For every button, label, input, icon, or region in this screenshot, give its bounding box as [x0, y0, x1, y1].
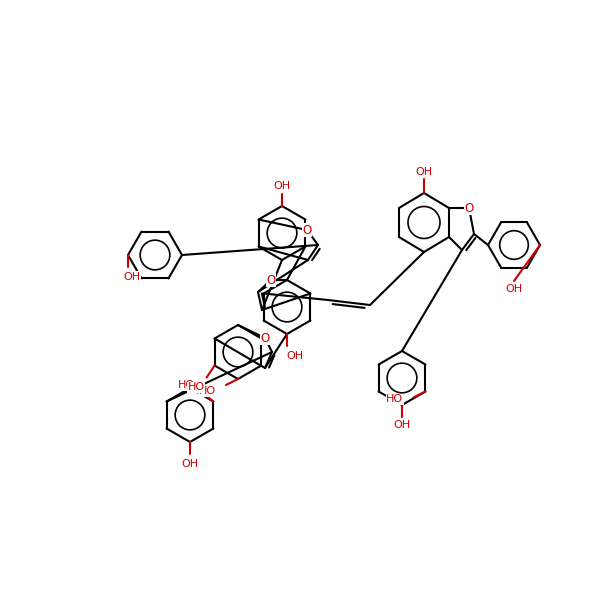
Text: OH: OH	[274, 181, 290, 191]
Text: HO: HO	[187, 383, 205, 392]
Text: O: O	[260, 331, 269, 344]
Text: HO: HO	[199, 386, 216, 396]
Text: OH: OH	[505, 284, 523, 294]
Text: OH: OH	[394, 420, 410, 430]
Text: O: O	[464, 202, 473, 214]
Text: OH: OH	[181, 459, 199, 469]
Text: O: O	[302, 223, 311, 236]
Text: O: O	[266, 274, 275, 286]
Text: OH: OH	[124, 272, 140, 282]
Text: OH: OH	[415, 167, 433, 177]
Text: OH: OH	[286, 351, 304, 361]
Text: HO: HO	[178, 380, 196, 391]
Text: HO: HO	[386, 395, 403, 404]
